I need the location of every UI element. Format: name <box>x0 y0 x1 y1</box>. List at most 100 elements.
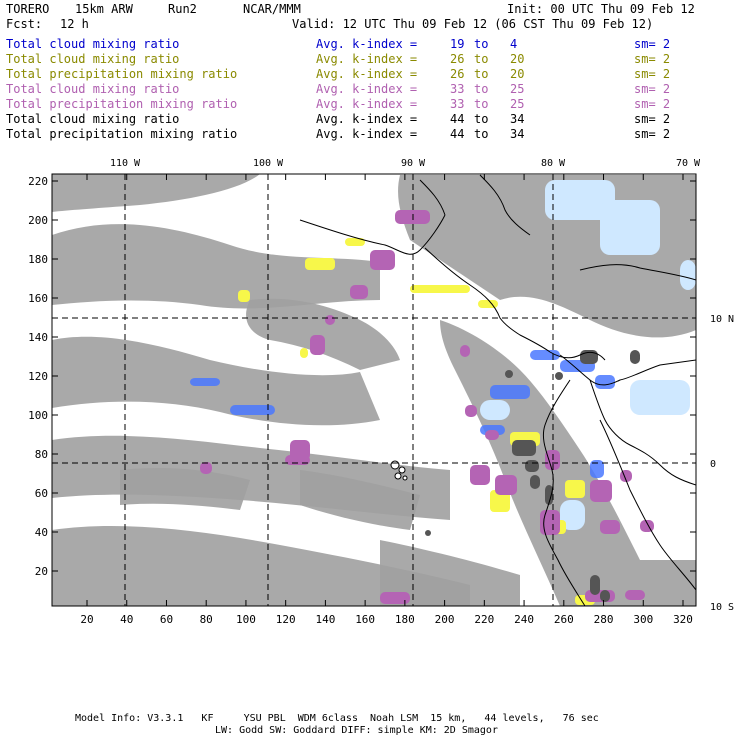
y-tick-label: 40 <box>35 526 48 539</box>
precip-core <box>590 575 600 595</box>
precip-yellow <box>478 300 498 308</box>
forecast-label: Fcst: <box>6 17 43 31</box>
legend-kindex: Avg. k-index = <box>316 97 418 111</box>
legend-from: 33 <box>450 97 465 111</box>
x-tick-label: 20 <box>80 613 93 626</box>
legend-kindex: Avg. k-index = <box>316 37 418 51</box>
legend-to-value: 25 <box>510 82 525 96</box>
precip-purple <box>380 592 410 604</box>
latitude-label: 0 <box>710 459 716 470</box>
legend-sm: sm= 2 <box>634 82 671 96</box>
island <box>402 475 408 481</box>
precip-yellow <box>410 285 470 293</box>
legend-field: Total precipitation mixing ratio <box>6 67 238 81</box>
precip-purple <box>470 465 490 485</box>
cloud-blue <box>590 460 604 478</box>
legend-to-value: 25 <box>510 97 525 111</box>
cloud-area <box>52 525 470 606</box>
x-tick-label: 280 <box>594 613 614 626</box>
legend-from: 44 <box>450 127 465 141</box>
legend-kindex: Avg. k-index = <box>316 82 418 96</box>
precip-core <box>525 460 539 472</box>
legend-to-value: 4 <box>510 37 518 51</box>
forecast-hours: 12 h <box>60 17 89 31</box>
island <box>390 460 400 470</box>
precip-yellow <box>305 258 335 270</box>
light-cloud-area <box>560 500 585 530</box>
coastline <box>419 179 446 216</box>
x-tick-label: 260 <box>554 613 574 626</box>
x-tick-label: 160 <box>355 613 375 626</box>
precip-yellow <box>300 348 308 358</box>
precip-core <box>600 590 610 602</box>
legend-to: to <box>474 52 489 66</box>
x-tick-label: 200 <box>435 613 455 626</box>
precip-purple <box>350 285 368 299</box>
y-tick-label: 140 <box>28 331 48 344</box>
precip-purple <box>200 462 212 474</box>
x-tick-label: 80 <box>200 613 213 626</box>
cloud-blue <box>190 378 220 386</box>
x-tick-label: 60 <box>160 613 173 626</box>
x-tick-label: 320 <box>673 613 693 626</box>
precip-purple <box>465 405 477 417</box>
precip-purple <box>325 315 335 325</box>
precip-purple <box>590 480 612 502</box>
precip-purple <box>460 345 470 357</box>
cloud-blue <box>490 385 530 399</box>
coastline <box>579 264 696 281</box>
legend-field: Total cloud mixing ratio <box>6 112 180 126</box>
legend-sm: sm= 2 <box>634 112 671 126</box>
physics-info: LW: Godd SW: Goddard DIFF: simple KM: 2D… <box>215 725 498 736</box>
model-name: TORERO <box>6 2 50 16</box>
cloud-blue <box>230 405 275 415</box>
precip-core <box>555 372 563 380</box>
precip-purple <box>310 335 325 355</box>
y-tick-label: 20 <box>35 565 48 578</box>
precip-core <box>505 370 513 378</box>
y-tick-label: 220 <box>28 175 48 188</box>
legend-sm: sm= 2 <box>634 127 671 141</box>
precip-yellow <box>490 490 510 512</box>
legend-to: to <box>474 67 489 81</box>
legend-from: 26 <box>450 67 465 81</box>
precip-purple <box>485 430 499 440</box>
precip-core <box>630 350 640 364</box>
precip-purple <box>495 475 517 495</box>
light-cloud-area <box>545 180 615 220</box>
cloud-area <box>52 174 260 212</box>
island <box>398 466 406 474</box>
legend-field: Total cloud mixing ratio <box>6 52 180 66</box>
x-tick-label: 240 <box>514 613 534 626</box>
cloud-area <box>52 224 380 309</box>
legend-to: to <box>474 37 489 51</box>
resolution-label: 15km ARW <box>75 2 133 16</box>
legend-from: 26 <box>450 52 465 66</box>
light-cloud-area <box>600 200 660 255</box>
legend-field: Total precipitation mixing ratio <box>6 127 238 141</box>
light-cloud-area <box>630 380 690 415</box>
latitude-label: 10 S <box>710 602 734 613</box>
map-frame <box>51 173 697 607</box>
init-time: Init: 00 UTC Thu 09 Feb 12 <box>507 2 695 16</box>
coastline <box>559 354 696 386</box>
legend-to: to <box>474 82 489 96</box>
longitude-label: 70 W <box>676 158 701 169</box>
cloud-area <box>120 468 250 510</box>
longitude-label: 110 W <box>110 158 141 169</box>
x-tick-label: 120 <box>276 613 296 626</box>
precip-purple <box>370 250 395 270</box>
precip-yellow <box>238 290 250 302</box>
cloud-area <box>300 470 420 530</box>
legend-sm: sm= 2 <box>634 97 671 111</box>
legend-to-value: 34 <box>510 112 525 126</box>
legend-to: to <box>474 127 489 141</box>
precip-purple <box>600 520 620 534</box>
legend-from: 33 <box>450 82 465 96</box>
y-tick-label: 180 <box>28 253 48 266</box>
model-info: Model Info: V3.3.1 KF YSU PBL WDM 6class… <box>75 713 599 724</box>
legend-from: 44 <box>450 112 465 126</box>
light-cloud-area <box>480 400 510 420</box>
legend-to-value: 34 <box>510 127 525 141</box>
